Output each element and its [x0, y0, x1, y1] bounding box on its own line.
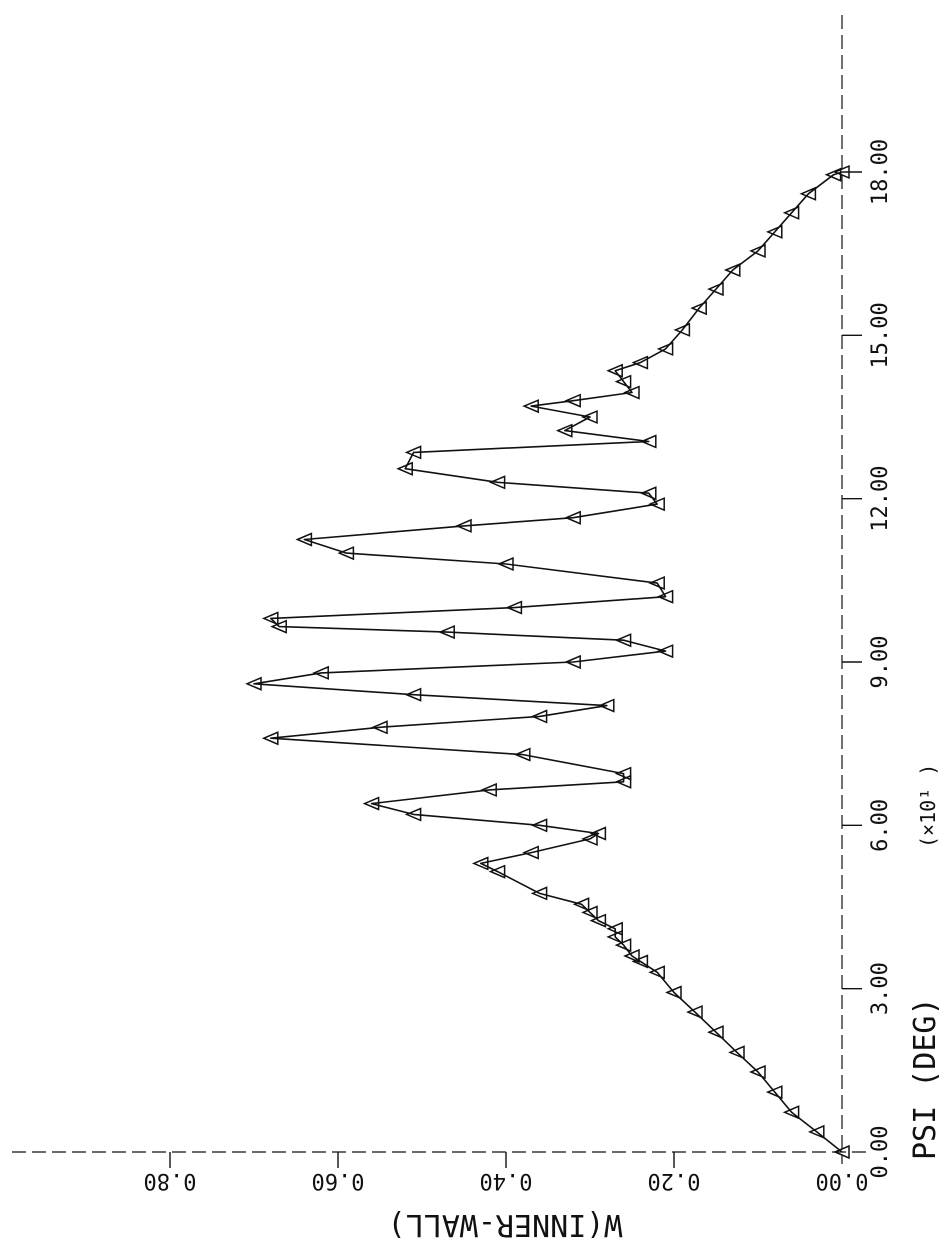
data-point-marker [396, 461, 413, 476]
data-point-marker [614, 938, 632, 953]
data-point-marker [648, 965, 665, 980]
data-point-marker [673, 322, 691, 337]
axes [12, 15, 870, 1164]
data-point-marker [404, 445, 422, 460]
data-point-marker [833, 1144, 850, 1160]
data-point-marker [707, 281, 724, 297]
data-point-marker [245, 676, 262, 691]
data-point-marker [631, 355, 649, 370]
y-tick-label: 0.00 [816, 1168, 869, 1193]
data-point-marker [438, 624, 455, 640]
data-point-marker [522, 399, 539, 414]
data-point-marker [807, 1124, 825, 1139]
data-point-marker [606, 921, 623, 936]
data-point-marker [782, 1105, 800, 1120]
data-point-marker [513, 747, 531, 762]
data-point-marker [656, 341, 674, 357]
data-point-marker [371, 720, 388, 735]
data-point-marker [728, 1045, 745, 1060]
data-point-marker [530, 709, 548, 724]
data-point-marker [639, 486, 657, 501]
data-point-marker [404, 807, 422, 822]
data-point-marker [564, 510, 581, 525]
y-tick-label: 0.40 [480, 1168, 533, 1193]
data-point-marker [782, 205, 800, 220]
data-point-marker [799, 186, 817, 201]
data-point-marker [488, 864, 506, 879]
series-markers [245, 164, 850, 1160]
y-tick-label: 0.60 [312, 1168, 365, 1193]
x-tick-label: 6.00 [868, 799, 893, 852]
data-point-marker [261, 731, 279, 746]
data-point-marker [295, 532, 313, 547]
series-line [253, 171, 843, 1153]
data-point-marker [404, 687, 422, 702]
data-point-marker [833, 164, 850, 180]
x-tick-label: 3.00 [868, 962, 893, 1015]
y-tick-label: 0.20 [648, 1168, 701, 1193]
data-point-marker [623, 385, 640, 400]
y-tick-label: 0.80 [144, 1168, 197, 1193]
data-point-marker [455, 518, 472, 533]
data-point-marker [564, 393, 581, 408]
data-point-marker [564, 654, 581, 670]
data-point-marker [589, 826, 607, 841]
data-point-marker [530, 818, 548, 833]
data-point-marker [471, 856, 489, 871]
data-point-marker [656, 644, 674, 659]
data-point-marker [572, 897, 590, 912]
data-point-marker [765, 1085, 783, 1100]
x-axis-ticks: 0.00 3.00 6.00 9.00 12.00 15.00 18.00 [842, 139, 893, 1179]
data-point-marker [312, 665, 329, 680]
data-point-marker [597, 698, 615, 713]
x-axis-title: PSI (DEG) (×10¹ ) [908, 764, 943, 1160]
data-point-marker [522, 845, 539, 860]
data-point-marker [530, 886, 548, 901]
data-point-marker [749, 243, 766, 259]
data-point-marker [362, 796, 380, 811]
data-point-marker [270, 619, 287, 634]
data-point-marker [488, 475, 506, 490]
x-tick-label: 9.00 [868, 636, 893, 689]
data-point-marker [589, 913, 607, 928]
data-point-marker [581, 409, 598, 425]
data-point-marker [614, 633, 632, 648]
data-point-marker [337, 546, 355, 561]
data-point-marker [648, 497, 665, 512]
data-point-marker [765, 224, 783, 239]
data-point-marker [581, 905, 598, 920]
data-point-marker [614, 374, 632, 389]
y-axis-label: W(INNER-WALL) [388, 1207, 623, 1242]
data-point-marker [749, 1064, 766, 1080]
data-point-marker [648, 575, 665, 591]
data-point-marker [665, 985, 682, 1000]
data-point-marker [614, 766, 632, 781]
data-point-marker [606, 929, 623, 945]
x-tick-label: 15.00 [868, 302, 893, 368]
data-point-marker [707, 1025, 724, 1040]
data-point-marker [623, 948, 640, 964]
y-axis-ticks: 0.00 0.20 0.40 0.60 0.80 [144, 1152, 869, 1193]
data-point-marker [505, 600, 523, 615]
data-point-marker [261, 611, 279, 626]
data-point-marker [606, 363, 623, 378]
data-point-marker [690, 301, 707, 316]
data-point-marker [581, 831, 598, 847]
data-point-marker [631, 954, 649, 969]
data-point-marker [614, 774, 632, 789]
data-point-marker [686, 1004, 703, 1020]
data-point-marker [723, 262, 741, 278]
data-point-marker [656, 589, 674, 604]
x-tick-label: 18.00 [868, 139, 893, 205]
x-tick-label: 12.00 [868, 466, 893, 532]
x-axis-scale-label: (×10¹ ) [916, 764, 940, 848]
data-point-marker [480, 782, 497, 798]
data-point-marker [497, 556, 514, 572]
data-point-marker [555, 423, 573, 438]
data-point-marker [639, 434, 657, 449]
x-axis-label: PSI (DEG) [908, 997, 943, 1160]
x-tick-label: 0.00 [868, 1126, 893, 1179]
